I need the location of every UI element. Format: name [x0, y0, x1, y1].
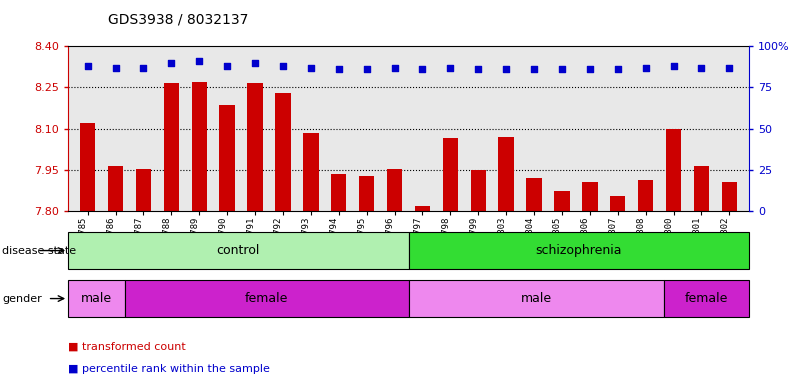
Point	[695, 65, 708, 71]
Point	[667, 63, 680, 69]
Bar	[722, 182, 737, 211]
Text: schizophrenia: schizophrenia	[536, 244, 622, 257]
Bar	[276, 93, 291, 211]
Bar	[409, 232, 749, 269]
Point	[528, 66, 541, 72]
Bar	[219, 105, 235, 211]
Point	[304, 65, 317, 71]
Bar	[68, 280, 125, 317]
Point	[500, 66, 513, 72]
Bar	[331, 174, 346, 211]
Point	[472, 66, 485, 72]
Bar	[610, 196, 626, 211]
Text: gender: gender	[2, 293, 42, 304]
Bar	[303, 133, 319, 211]
Bar	[471, 170, 486, 211]
Point	[611, 66, 624, 72]
Bar	[359, 176, 374, 211]
Bar	[68, 232, 409, 269]
Point	[583, 66, 596, 72]
Point	[360, 66, 373, 72]
Point	[639, 65, 652, 71]
Point	[556, 66, 569, 72]
Bar	[125, 280, 409, 317]
Point	[221, 63, 234, 69]
Point	[723, 65, 736, 71]
Point	[165, 60, 178, 66]
Bar	[135, 169, 151, 211]
Point	[332, 66, 345, 72]
Bar	[409, 280, 664, 317]
Bar	[80, 123, 95, 211]
Bar	[638, 180, 654, 211]
Point	[81, 63, 94, 69]
Bar	[664, 280, 749, 317]
Bar	[666, 129, 682, 211]
Bar	[108, 166, 123, 211]
Text: female: female	[685, 292, 728, 305]
Point	[248, 60, 261, 66]
Bar	[163, 83, 179, 211]
Point	[109, 65, 122, 71]
Point	[137, 65, 150, 71]
Bar	[498, 137, 514, 211]
Bar	[443, 138, 458, 211]
Text: disease state: disease state	[2, 245, 77, 256]
Text: GDS3938 / 8032137: GDS3938 / 8032137	[108, 13, 248, 27]
Bar	[582, 182, 598, 211]
Bar	[248, 83, 263, 211]
Text: male: male	[521, 292, 552, 305]
Bar	[415, 206, 430, 211]
Text: female: female	[245, 292, 288, 305]
Text: ■ transformed count: ■ transformed count	[68, 341, 186, 351]
Text: ■ percentile rank within the sample: ■ percentile rank within the sample	[68, 364, 270, 374]
Point	[416, 66, 429, 72]
Point	[388, 65, 401, 71]
Bar	[554, 191, 570, 211]
Text: control: control	[216, 244, 260, 257]
Bar	[387, 169, 402, 211]
Point	[193, 58, 206, 64]
Bar	[526, 178, 541, 211]
Point	[444, 65, 457, 71]
Bar	[694, 166, 709, 211]
Text: male: male	[81, 292, 112, 305]
Point	[276, 63, 289, 69]
Bar	[191, 82, 207, 211]
